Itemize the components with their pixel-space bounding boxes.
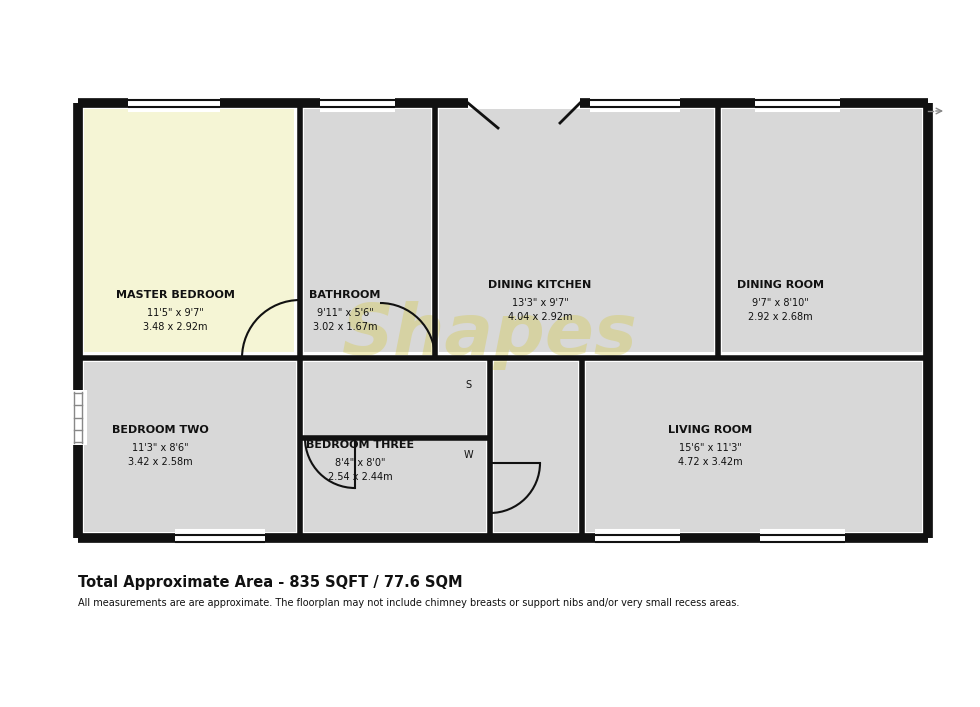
Bar	[494, 362, 578, 532]
Bar	[84, 109, 294, 352]
Text: S: S	[465, 380, 471, 390]
Bar	[722, 109, 922, 352]
Bar	[304, 362, 486, 532]
Text: BEDROOM THREE: BEDROOM THREE	[306, 440, 415, 450]
Text: 3.42 x 2.58m: 3.42 x 2.58m	[127, 457, 192, 467]
Text: 4.72 x 3.42m: 4.72 x 3.42m	[678, 457, 742, 467]
Text: W: W	[464, 450, 472, 460]
Text: 9'11" x 5'6": 9'11" x 5'6"	[317, 308, 373, 318]
Text: 11'5" x 9'7": 11'5" x 9'7"	[147, 308, 204, 318]
Text: 2.92 x 2.68m: 2.92 x 2.68m	[748, 312, 812, 322]
Text: DINING KITCHEN: DINING KITCHEN	[488, 280, 592, 290]
Text: 8'4" x 8'0": 8'4" x 8'0"	[335, 458, 385, 468]
Text: LIVING ROOM: LIVING ROOM	[668, 425, 752, 435]
Text: 11'3" x 8'6": 11'3" x 8'6"	[131, 443, 188, 453]
Text: Shapes: Shapes	[342, 300, 638, 370]
Text: 15'6" x 11'3": 15'6" x 11'3"	[678, 443, 742, 453]
Bar	[304, 109, 431, 352]
Bar	[439, 109, 714, 352]
Text: 4.04 x 2.92m: 4.04 x 2.92m	[508, 312, 572, 322]
Text: 13'3" x 9'7": 13'3" x 9'7"	[512, 298, 568, 308]
Text: 9'7" x 8'10": 9'7" x 8'10"	[752, 298, 808, 308]
Text: 2.54 x 2.44m: 2.54 x 2.44m	[327, 472, 392, 482]
Text: MASTER BEDROOM: MASTER BEDROOM	[116, 290, 234, 300]
Text: All measurements are are approximate. The floorplan may not include chimney brea: All measurements are are approximate. Th…	[78, 598, 739, 608]
Text: DINING ROOM: DINING ROOM	[737, 280, 823, 290]
Text: Total Approximate Area - 835 SQFT / 77.6 SQM: Total Approximate Area - 835 SQFT / 77.6…	[78, 575, 463, 590]
Bar	[84, 362, 296, 532]
Text: 3.02 x 1.67m: 3.02 x 1.67m	[313, 322, 377, 332]
Text: BEDROOM TWO: BEDROOM TWO	[112, 425, 209, 435]
Bar	[586, 362, 922, 532]
Text: BATHROOM: BATHROOM	[310, 290, 380, 300]
Text: 3.48 x 2.92m: 3.48 x 2.92m	[143, 322, 207, 332]
